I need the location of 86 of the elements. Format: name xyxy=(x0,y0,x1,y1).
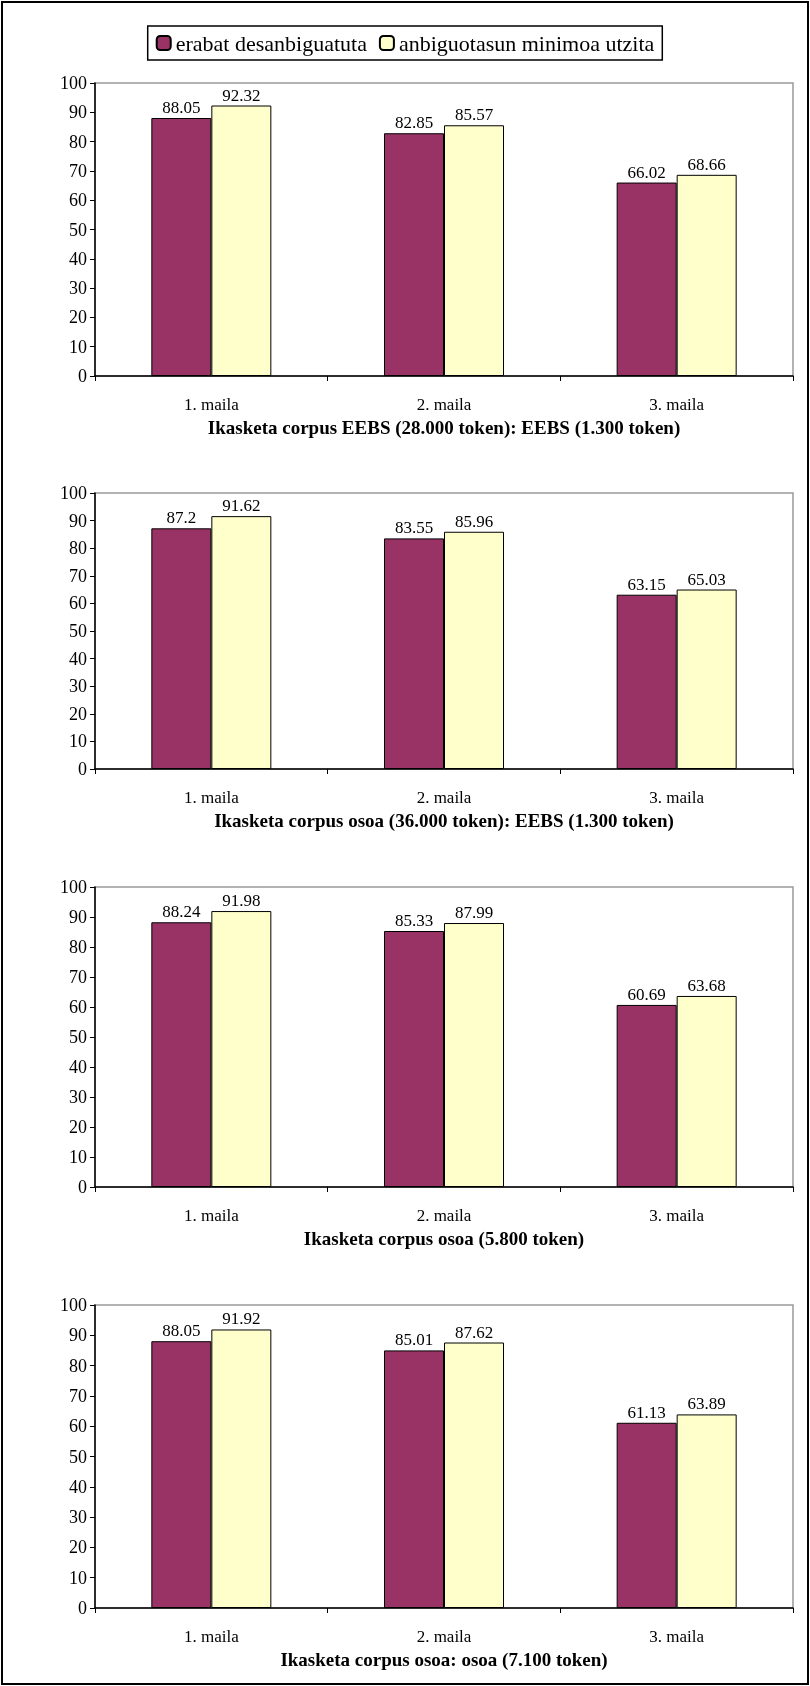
data-label: 91.98 xyxy=(222,891,261,911)
y-tick-label: 60 xyxy=(69,997,87,1017)
y-tick-label: 0 xyxy=(78,1177,87,1197)
y-tick-label: 10 xyxy=(69,1147,87,1167)
y-tick-label: 100 xyxy=(60,483,87,503)
y-tick-label: 50 xyxy=(69,621,87,641)
y-tick-label: 70 xyxy=(69,1385,87,1406)
x-tick-label: 1. maila xyxy=(183,395,240,414)
y-tick-label: 40 xyxy=(69,648,87,669)
data-label: 88.05 xyxy=(162,1321,201,1341)
y-tick-label: 70 xyxy=(69,967,87,987)
y-tick-label: 50 xyxy=(69,1027,87,1047)
y-tick-label: 90 xyxy=(69,510,87,531)
y-tick-label: 0 xyxy=(78,759,87,779)
y-tick-label: 40 xyxy=(69,1476,87,1497)
data-label: 85.33 xyxy=(394,911,434,931)
x-tick-label: 2. maila xyxy=(416,1627,472,1646)
y-tick-label: 100 xyxy=(60,73,87,93)
x-tick-label: 3. maila xyxy=(649,788,705,807)
data-label: 91.92 xyxy=(222,1309,261,1329)
y-tick-label: 0 xyxy=(78,1598,87,1618)
x-tick-label: 1. maila xyxy=(183,1627,240,1646)
data-label: 65.03 xyxy=(687,569,726,589)
y-tick-label: 90 xyxy=(69,1325,87,1346)
legend-label: erabat desanbiguatuta xyxy=(175,30,368,56)
x-axis-title: Ikasketa corpus osoa (36.000 token): EEBS (1.300 token) xyxy=(214,809,674,832)
data-label: 85.57 xyxy=(454,105,494,125)
y-tick-label: 20 xyxy=(69,307,87,328)
y-tick-label: 70 xyxy=(69,160,87,181)
y-tick-label: 30 xyxy=(69,1087,87,1107)
data-label: 87.62 xyxy=(454,1322,494,1342)
y-tick-label: 90 xyxy=(69,907,87,927)
data-label: 63.15 xyxy=(627,574,666,594)
y-tick-label: 60 xyxy=(69,1416,87,1437)
y-tick-label: 30 xyxy=(69,278,87,299)
y-tick-label: 10 xyxy=(69,731,87,752)
data-label: 61.13 xyxy=(627,1402,666,1422)
y-tick-label: 60 xyxy=(69,190,87,211)
y-tick-label: 80 xyxy=(69,131,87,152)
data-label: 85.96 xyxy=(454,511,494,531)
y-tick-label: 20 xyxy=(69,703,87,724)
x-tick-label: 3. maila xyxy=(649,1627,705,1646)
y-tick-label: 50 xyxy=(69,1446,87,1467)
x-tick-label: 2. maila xyxy=(416,1206,472,1225)
y-tick-label: 0 xyxy=(78,366,87,386)
data-label: 66.02 xyxy=(627,162,666,182)
data-label: 88.24 xyxy=(162,902,201,922)
x-tick-label: 1. maila xyxy=(183,788,240,807)
y-tick-label: 20 xyxy=(69,1117,87,1137)
data-label: 83.55 xyxy=(394,518,434,538)
data-label: 85.01 xyxy=(394,1330,434,1350)
data-label: 60.69 xyxy=(627,984,666,1004)
y-tick-label: 20 xyxy=(69,1537,87,1558)
legend-label: anbiguotasun minimoa utzita xyxy=(398,30,655,56)
x-tick-label: 2. maila xyxy=(416,788,472,807)
y-tick-label: 90 xyxy=(69,102,87,123)
y-tick-label: 50 xyxy=(69,219,87,240)
y-tick-label: 60 xyxy=(69,593,87,614)
y-tick-label: 80 xyxy=(69,937,87,957)
y-tick-label: 100 xyxy=(60,877,87,897)
x-axis-title: Ikasketa corpus osoa: osoa (7.100 token) xyxy=(280,1648,608,1671)
x-tick-label: 1. maila xyxy=(183,1206,240,1225)
data-label: 63.89 xyxy=(687,1394,726,1414)
y-tick-label: 10 xyxy=(69,336,87,357)
y-tick-label: 80 xyxy=(69,538,87,559)
x-tick-label: 2. maila xyxy=(416,395,472,414)
y-tick-label: 10 xyxy=(69,1567,87,1588)
y-tick-label: 30 xyxy=(69,1507,87,1528)
data-label: 92.32 xyxy=(222,85,261,105)
data-label: 87.99 xyxy=(454,903,494,923)
x-tick-label: 3. maila xyxy=(649,1206,705,1225)
data-label: 63.68 xyxy=(687,975,726,995)
data-label: 87.2 xyxy=(166,508,197,528)
data-label: 68.66 xyxy=(687,154,726,174)
x-tick-label: 3. maila xyxy=(649,395,705,414)
y-tick-label: 80 xyxy=(69,1355,87,1376)
y-tick-label: 100 xyxy=(60,1295,87,1315)
y-tick-label: 30 xyxy=(69,676,87,697)
x-axis-title: Ikasketa corpus EEBS (28.000 token): EEBS (1.300 token) xyxy=(207,416,681,439)
data-label: 82.85 xyxy=(394,113,434,133)
y-tick-label: 40 xyxy=(69,1057,87,1077)
y-tick-label: 40 xyxy=(69,248,87,269)
data-label: 91.62 xyxy=(222,496,261,516)
data-label: 88.05 xyxy=(162,98,201,118)
y-tick-label: 70 xyxy=(69,565,87,586)
x-axis-title: Ikasketa corpus osoa (5.800 token) xyxy=(303,1227,585,1250)
